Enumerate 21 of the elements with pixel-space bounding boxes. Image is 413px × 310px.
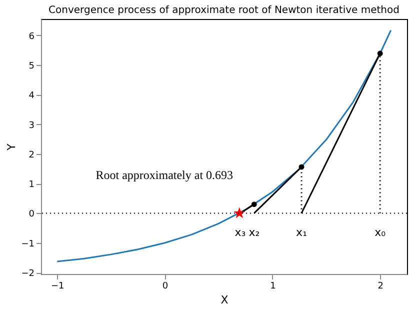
y-tick-label: 5: [28, 61, 34, 72]
annotation: x₁: [296, 226, 307, 240]
y-tick-label: 6: [28, 32, 35, 42]
y-tick-label: −1: [21, 239, 34, 250]
y-tick-label: −2: [21, 269, 34, 280]
x-tick-label: 1: [270, 282, 276, 292]
x-tick-label: 0: [162, 282, 168, 292]
annotation: x₀: [374, 226, 386, 240]
y-tick-label: 1: [28, 180, 34, 190]
annotation: x₃: [234, 226, 246, 240]
chart-title: Convergence process of approximate root of Newton iterative method: [48, 5, 400, 16]
x-axis-title: X: [220, 294, 229, 306]
x-tick-label: −1: [51, 282, 64, 292]
y-tick-label: 4: [28, 91, 35, 102]
y-tick-label: 2: [28, 150, 34, 160]
y-tick-label: 0: [28, 210, 35, 220]
y-axis-title: Y: [5, 143, 18, 152]
y-tick-label: 3: [28, 120, 34, 131]
annotation: x₂: [248, 226, 260, 240]
x-tick-label: 2: [378, 282, 384, 292]
annotation: Root approximately at 0.693: [96, 168, 234, 182]
